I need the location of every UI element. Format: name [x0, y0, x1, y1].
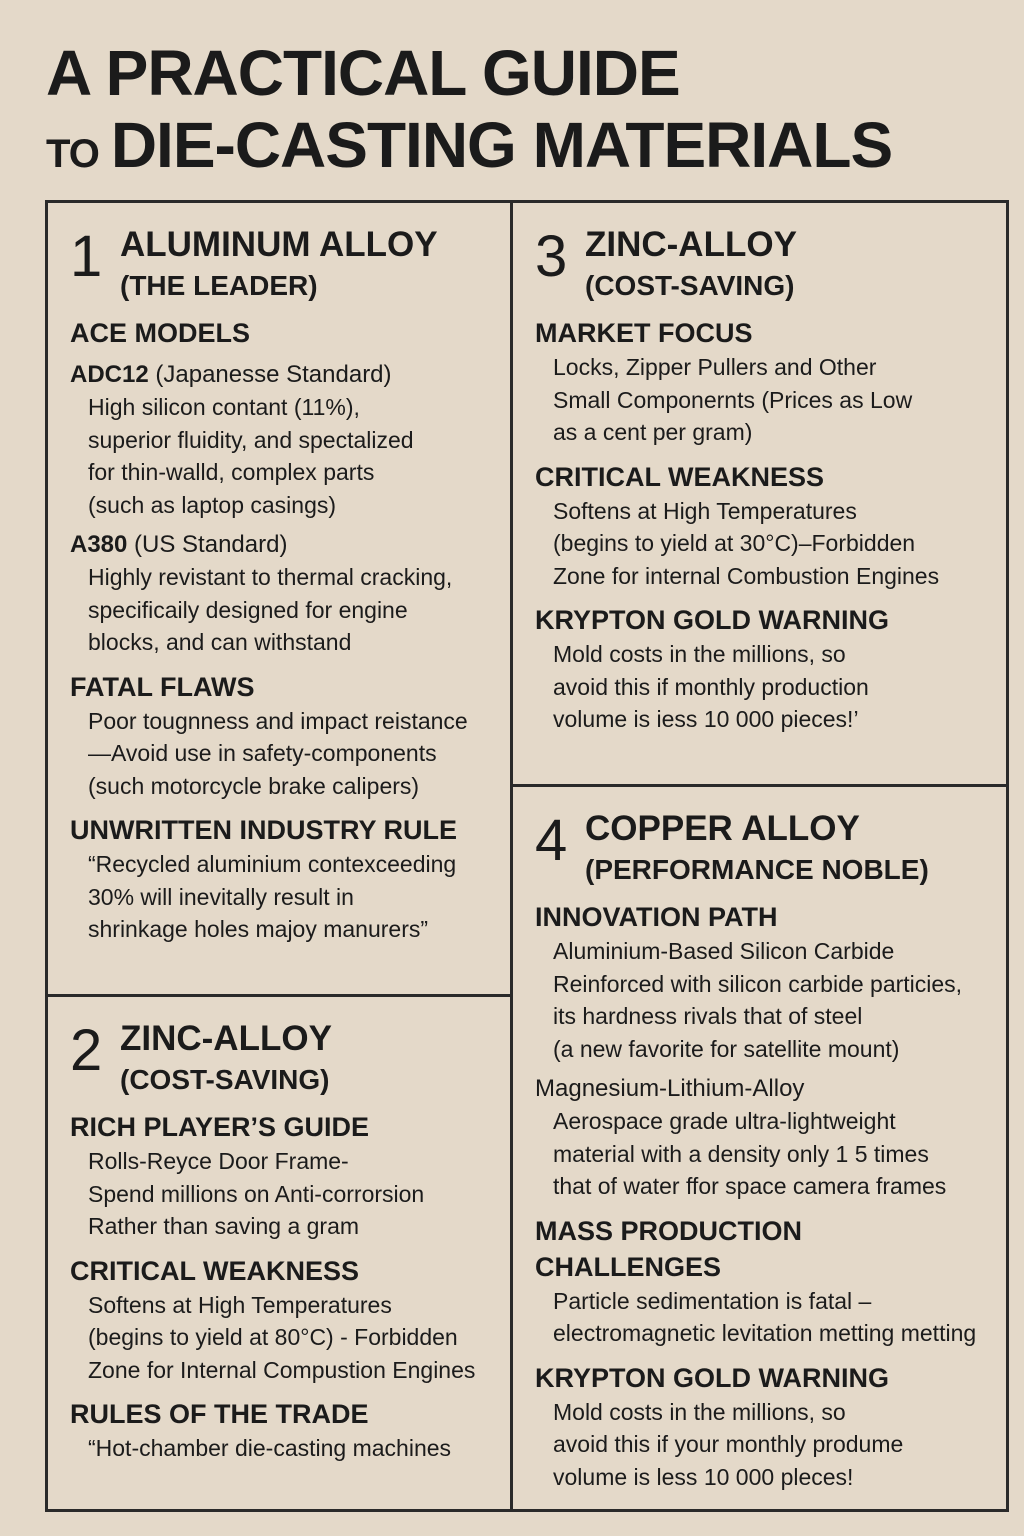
section: 2 ZINC-ALLOY (COST-SAVING) RICH PLAYER’S GU…	[48, 997, 510, 1506]
title-line-2: TO DIE-CASTING MATERIALS	[46, 108, 893, 182]
body-line: volume is iess 10 000 pieces!’	[553, 706, 859, 732]
divider	[510, 784, 1006, 787]
section-subtitle: (COST-SAVING)	[120, 1064, 330, 1095]
section-title: ZINC-ALLOY	[585, 225, 797, 264]
body-line: material with a density only 1 5 times	[553, 1140, 929, 1167]
section-subtitle: (COST-SAVING)	[585, 270, 795, 301]
block-heading: UNWRITTEN INDUSTRY RULE	[70, 815, 457, 845]
section-subtitle: (PERFORMANCE NOBLE)	[585, 854, 929, 885]
section-number: 2	[70, 1018, 103, 1083]
block-heading: RULES OF THE TRADE	[70, 1399, 369, 1429]
body-line: Softens at High Temperatures	[553, 497, 857, 524]
title-line-1: A PRACTICAL GUIDE	[46, 37, 681, 109]
divider	[45, 994, 513, 997]
block-subheading: Magnesium-Lithium-Alloy	[535, 1075, 805, 1102]
title-main: DIE-CASTING MATERIALS	[110, 109, 893, 181]
block-heading: ACE MODELS	[70, 318, 251, 348]
block-heading: CRITICAL WEAKNESS	[535, 461, 825, 492]
body-line: Zone for Internal Compustion Engines	[88, 1356, 476, 1383]
body-line: (such motorcycle brake calipers)	[88, 772, 420, 799]
body-line: Rolls-Reyce Door Frame-	[88, 1148, 349, 1174]
body-line: avoid this if your monthly produme	[553, 1431, 904, 1457]
body-line: Highly revistant to thermal cracking,	[88, 564, 453, 590]
body-line: Rather than saving a gram	[88, 1213, 360, 1239]
block-heading: KRYPTON GOLD WARNING	[535, 605, 890, 635]
body-line: Aluminium-Based Silicon Carbide	[553, 938, 895, 964]
section-number: 4	[535, 808, 568, 873]
block-heading: MARKET FOCUS	[535, 318, 753, 348]
body-line: Mold costs in the millions, so	[553, 1398, 846, 1425]
body-line: avoid this if monthly production	[553, 673, 869, 700]
body-line: electromagnetic levitation metting metti…	[553, 1320, 977, 1346]
body-line: (begins to yield at 80°C) - Forbidden	[88, 1324, 458, 1350]
body-line: Spend millions on Anti-corrorsion	[88, 1180, 425, 1207]
model-label: A380	[70, 531, 128, 558]
block-heading: KRYPTON GOLD WARNING	[535, 1362, 890, 1393]
body-line: Softens at High Temperatures	[88, 1291, 392, 1318]
frame	[45, 200, 1009, 1512]
body-line: (such as laptop casings)	[88, 491, 337, 518]
body-line: specificaily designed for engine	[88, 596, 408, 623]
section-number: 1	[70, 224, 103, 289]
body-line: volume is less 10 000 pleces!	[553, 1463, 854, 1490]
body-line: High silicon contant (11%),	[88, 394, 360, 420]
section-titles: ALUMINUM ALLOY (THE LEADER)	[120, 223, 438, 305]
model-note: (Japanesse Standard)	[155, 361, 392, 388]
block-heading: FATAL FLAWS	[70, 671, 255, 702]
body-line: “Hot-chamber die-casting machines	[88, 1435, 452, 1461]
section-header: 2 ZINC-ALLOY (COST-SAVING)	[70, 1017, 500, 1099]
body-line: shrinkage holes majoy manurers”	[88, 916, 429, 942]
body-line: superior fluidity, and spectalized	[88, 426, 414, 453]
model-label: ADC12	[70, 361, 149, 388]
body-line: (a new favorite for satellite mount)	[553, 1035, 900, 1062]
body-line: Reinforced with silicon carbide particie…	[553, 970, 963, 997]
body-line: “Recycled aluminium contexceeding	[88, 851, 457, 877]
section-title: ZINC-ALLOY	[120, 1019, 332, 1058]
divider	[510, 200, 513, 1512]
model-line: ADC12 (Japanesse Standard)	[70, 359, 500, 391]
block-heading: INNOVATION PATH	[535, 902, 778, 932]
body-line: (begins to yield at 30°C)–Forbidden	[553, 530, 916, 556]
section: 4 COPPER ALLOY (PERFORMANCE NOBLE) INNOVATI…	[513, 787, 1003, 1506]
body-line: as a cent per gram)	[553, 419, 753, 445]
section-number: 3	[535, 224, 568, 289]
body-line: Locks, Zipper Pullers and Other	[553, 354, 877, 380]
body-line: Small Componernts (Prices as Low	[553, 386, 913, 413]
title-prefix: TO	[46, 132, 100, 176]
section-title: ALUMINUM ALLOY	[120, 225, 438, 264]
section-header: 1 ALUMINUM ALLOY (THE LEADER)	[70, 223, 500, 305]
section-titles: ZINC-ALLOY (COST-SAVING)	[120, 1017, 332, 1099]
model-line: A380 (US Standard)	[70, 529, 500, 561]
body-line: for thin-walld, complex parts	[88, 459, 375, 485]
section: 3 ZINC-ALLOY (COST-SAVING) MARKET FOCUS Lock…	[513, 203, 1003, 784]
section-subtitle: (THE LEADER)	[120, 270, 318, 301]
body-line: its hardness rivals that of steel	[553, 1003, 863, 1029]
body-line: Aerospace grade ultra-lightweight	[553, 1108, 896, 1134]
body-line: Poor tougnness and impact reistance	[88, 707, 468, 734]
body-line: 30% will inevitally result in	[88, 883, 354, 910]
section-header: 3 ZINC-ALLOY (COST-SAVING)	[535, 223, 993, 305]
body-line: —Avoid use in safety-components	[88, 740, 437, 766]
block-heading: RICH PLAYER’S GUIDE	[70, 1112, 370, 1142]
section-title: COPPER ALLOY	[585, 809, 860, 848]
body-line: blocks, and can withstand	[88, 629, 352, 655]
body-line: Zone for internal Combustion Engines	[553, 562, 940, 589]
model-note: (US Standard)	[134, 531, 288, 558]
body-line: Particle sedimentation is fatal –	[553, 1287, 872, 1314]
section-header: 4 COPPER ALLOY (PERFORMANCE NOBLE)	[535, 807, 993, 889]
block-heading: CRITICAL WEAKNESS	[70, 1255, 360, 1286]
section: 1 ALUMINUM ALLOY (THE LEADER) ACE MODELS ADC…	[48, 203, 510, 994]
section-titles: ZINC-ALLOY (COST-SAVING)	[585, 223, 797, 305]
body-line: Mold costs in the millions, so	[553, 641, 846, 667]
body-line: that of water ffor space camera frames	[553, 1173, 947, 1199]
block-heading: MASS PRODUCTION CHALLENGES	[535, 1215, 803, 1282]
section-titles: COPPER ALLOY (PERFORMANCE NOBLE)	[585, 807, 929, 889]
